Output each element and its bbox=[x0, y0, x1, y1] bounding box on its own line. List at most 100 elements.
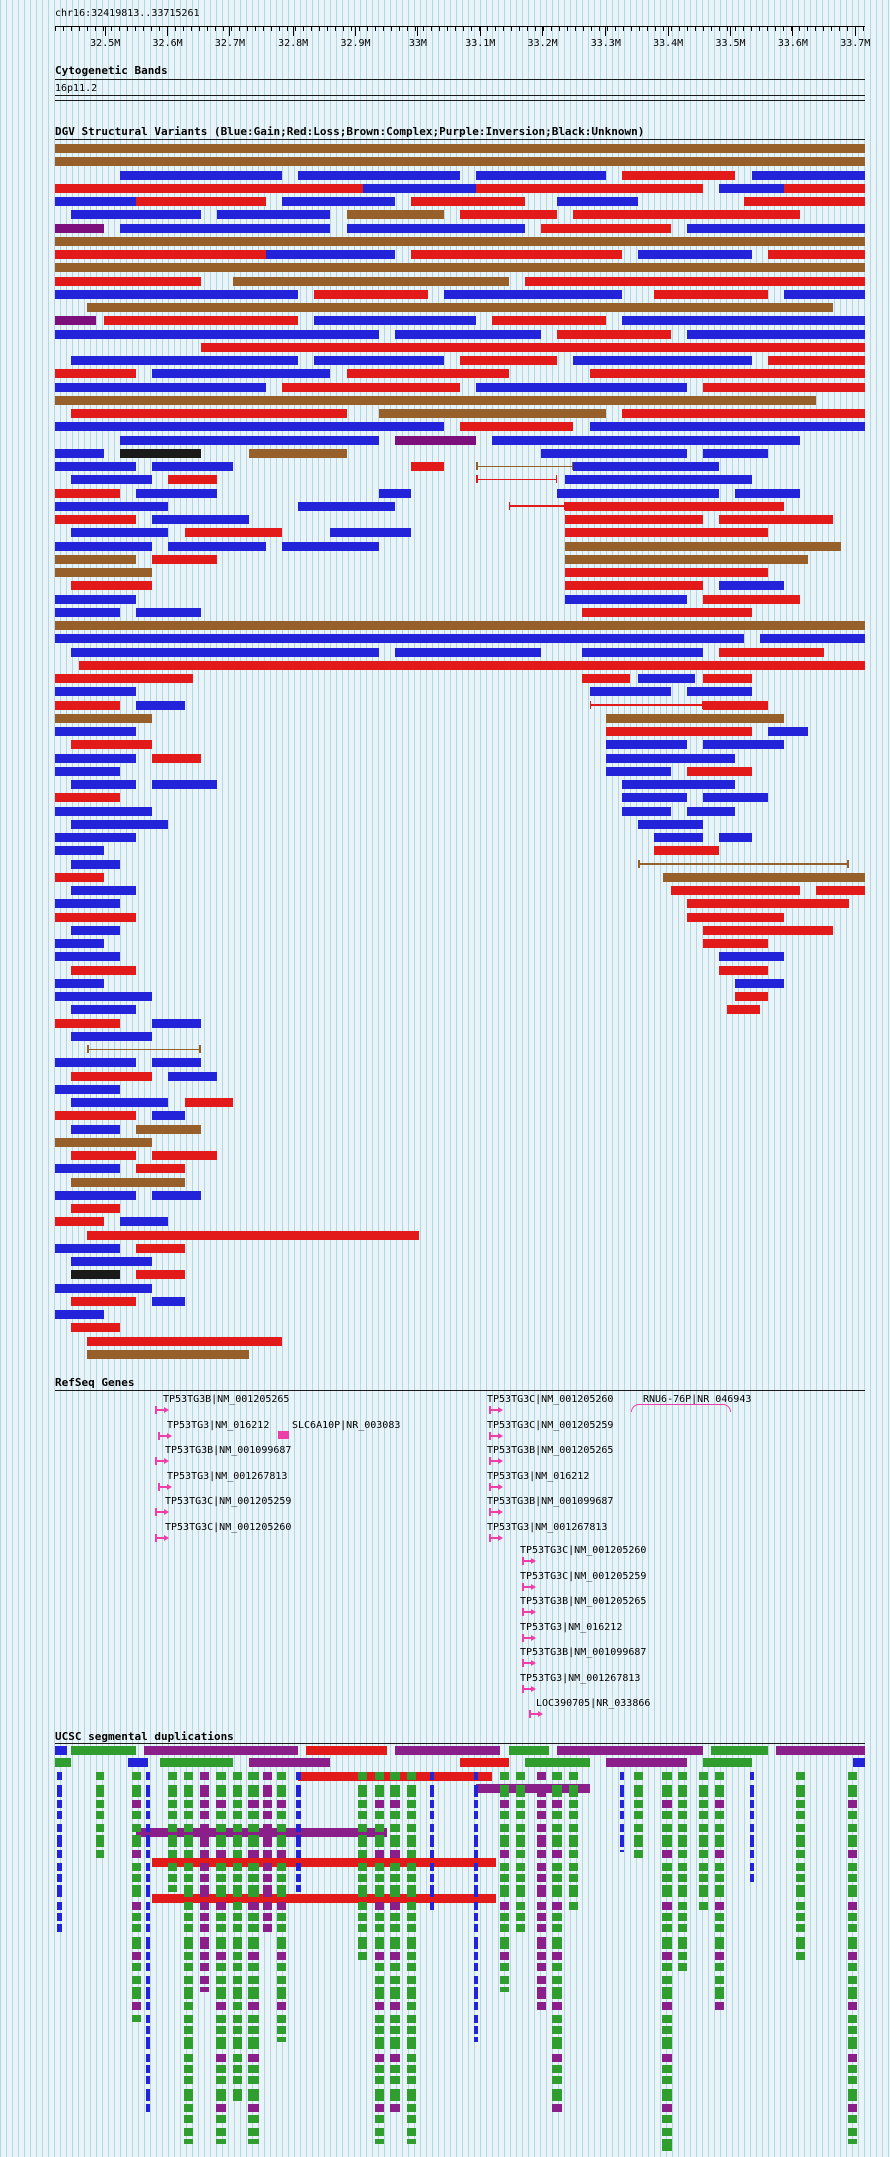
segdup-column-bar bbox=[277, 1863, 287, 1871]
gene-arrow-icon[interactable] bbox=[158, 1435, 167, 1437]
gene-label[interactable]: TP53TG3B|NM_001205265 bbox=[487, 1445, 614, 1456]
segdup-long-bar bbox=[136, 1828, 388, 1837]
gene-label[interactable]: TP53TG3C|NM_001205260 bbox=[487, 1394, 614, 1405]
segdup-column-bar bbox=[232, 1976, 242, 1984]
variant-whisker-tick bbox=[476, 475, 478, 484]
gene-label[interactable]: TP53TG3C|NM_001205260 bbox=[520, 1545, 647, 1556]
gene-arrow-icon[interactable] bbox=[158, 1486, 167, 1488]
gene-arrow-icon[interactable] bbox=[489, 1409, 498, 1411]
gene-arrow-icon[interactable] bbox=[529, 1713, 538, 1715]
segdup-column-bar bbox=[390, 1800, 401, 1808]
segdup-column-bar bbox=[95, 1800, 104, 1808]
gene-arrow-icon[interactable] bbox=[489, 1511, 498, 1513]
gene-label[interactable]: TP53TG3B|NM_001205265 bbox=[163, 1394, 290, 1405]
gene-label[interactable]: LOC390705|NR_033866 bbox=[536, 1698, 651, 1709]
segdup-column-bar bbox=[536, 1863, 546, 1871]
segdup-column-bar bbox=[200, 1800, 210, 1808]
gene-arrow-icon[interactable] bbox=[164, 1407, 169, 1413]
gene-box-icon[interactable] bbox=[278, 1431, 289, 1439]
segdup-column-bar bbox=[714, 1800, 724, 1808]
gene-arrow-icon[interactable] bbox=[489, 1537, 498, 1539]
segdup-column-bar bbox=[552, 1902, 563, 1910]
gene-arrow-icon[interactable] bbox=[522, 1586, 531, 1588]
gene-label[interactable]: RNU6-76P|NR_046943 bbox=[643, 1394, 752, 1405]
gene-arrow-icon[interactable] bbox=[164, 1509, 169, 1515]
gene-arrow-icon[interactable] bbox=[531, 1609, 536, 1615]
gene-arrow-icon[interactable] bbox=[531, 1635, 536, 1641]
segdup-column-bar bbox=[429, 1772, 434, 1780]
gene-arrow-icon[interactable] bbox=[498, 1458, 503, 1464]
gene-arrow-icon[interactable] bbox=[489, 1435, 498, 1437]
gene-arrow-icon[interactable] bbox=[155, 1537, 164, 1539]
gene-arrow-icon[interactable] bbox=[531, 1558, 536, 1564]
gene-arrow-icon[interactable] bbox=[522, 1560, 531, 1562]
gene-arrow-icon[interactable] bbox=[489, 1460, 498, 1462]
gene-arc-icon[interactable] bbox=[631, 1404, 731, 1412]
gene-label[interactable]: TP53TG3|NM_016212 bbox=[520, 1622, 623, 1633]
segdup-column-bar bbox=[795, 1835, 805, 1847]
segdup-column-bar bbox=[552, 1850, 563, 1858]
gene-label[interactable]: TP53TG3C|NM_001205259 bbox=[487, 1420, 614, 1431]
segdup-column-bar bbox=[749, 1835, 754, 1847]
gene-label[interactable]: SLC6A10P|NR_003083 bbox=[292, 1420, 401, 1431]
gene-label[interactable]: TP53TG3|NM_001267813 bbox=[487, 1522, 608, 1533]
gene-label[interactable]: TP53TG3|NM_001267813 bbox=[520, 1673, 641, 1684]
variant-whisker-tick bbox=[199, 1045, 201, 1053]
variant-bar bbox=[152, 780, 217, 789]
segdup-column-bar bbox=[200, 1785, 210, 1797]
segdup-column-bar bbox=[247, 1987, 259, 1999]
segdup-column-bar bbox=[474, 1937, 479, 1949]
gene-arrow-icon[interactable] bbox=[155, 1409, 164, 1411]
gene-arrow-icon[interactable] bbox=[522, 1688, 531, 1690]
variant-bar bbox=[605, 753, 736, 763]
gene-arrow-icon[interactable] bbox=[531, 1660, 536, 1666]
variant-bar bbox=[719, 581, 784, 591]
variant-bar bbox=[703, 674, 752, 683]
gene-arrow-icon[interactable] bbox=[538, 1711, 543, 1717]
gene-arrow-icon[interactable] bbox=[498, 1433, 503, 1439]
segdup-column-bar bbox=[848, 1800, 858, 1808]
gene-arrow-icon[interactable] bbox=[531, 1686, 536, 1692]
gene-arrow-icon[interactable] bbox=[155, 1511, 164, 1513]
segdup-column-bar bbox=[146, 2089, 151, 2101]
gene-label[interactable]: TP53TG3C|NM_001205260 bbox=[165, 1522, 292, 1533]
segdup-column-bar bbox=[406, 2065, 416, 2073]
gene-arrow-icon[interactable] bbox=[167, 1484, 172, 1490]
gene-arrow-icon[interactable] bbox=[522, 1637, 531, 1639]
segdup-column-bar bbox=[232, 1963, 242, 1971]
gene-arrow-icon[interactable] bbox=[498, 1407, 503, 1413]
gene-arrow-icon[interactable] bbox=[164, 1535, 169, 1541]
gene-arrow-icon[interactable] bbox=[531, 1584, 536, 1590]
gene-arrow-icon[interactable] bbox=[498, 1509, 503, 1515]
segdup-column-bar bbox=[167, 1824, 177, 1832]
gene-label[interactable]: TP53TG3B|NM_001099687 bbox=[520, 1647, 647, 1658]
gene-arrow-icon[interactable] bbox=[489, 1486, 498, 1488]
gene-label[interactable]: TP53TG3B|NM_001099687 bbox=[487, 1496, 614, 1507]
gene-label[interactable]: TP53TG3|NM_001267813 bbox=[167, 1471, 288, 1482]
gene-label[interactable]: TP53TG3|NM_016212 bbox=[167, 1420, 270, 1431]
segdup-column-bar bbox=[146, 1937, 151, 1949]
gene-label[interactable]: TP53TG3C|NM_001205259 bbox=[165, 1496, 292, 1507]
gene-label[interactable]: TP53TG3C|NM_001205259 bbox=[520, 1571, 647, 1582]
ruler-tick-label: 33.3M bbox=[590, 38, 621, 49]
gene-label[interactable]: TP53TG3B|NM_001205265 bbox=[520, 1596, 647, 1607]
gene-arrow-icon[interactable] bbox=[498, 1484, 503, 1490]
segdup-column-bar bbox=[167, 1811, 177, 1819]
gene-arrow-icon[interactable] bbox=[522, 1662, 531, 1664]
variant-bar bbox=[816, 886, 865, 895]
gene-arrow-icon[interactable] bbox=[167, 1433, 172, 1439]
gene-arrow-icon[interactable] bbox=[164, 1458, 169, 1464]
gene-label[interactable]: TP53TG3|NM_016212 bbox=[487, 1471, 590, 1482]
gene-label[interactable]: TP53TG3B|NM_001099687 bbox=[165, 1445, 292, 1456]
segdup-column-bar bbox=[698, 1874, 708, 1882]
segdup-column-bar bbox=[390, 1835, 401, 1847]
variant-bar bbox=[200, 342, 865, 352]
variant-bar bbox=[460, 356, 558, 365]
segdup-column-bar bbox=[216, 1952, 227, 1960]
variant-bar bbox=[703, 740, 784, 750]
gene-arrow-icon[interactable] bbox=[155, 1460, 164, 1462]
segdup-column-bar bbox=[374, 2104, 384, 2112]
segdup-column-bar bbox=[184, 1976, 194, 1984]
gene-arrow-icon[interactable] bbox=[498, 1535, 503, 1541]
gene-arrow-icon[interactable] bbox=[522, 1611, 531, 1613]
